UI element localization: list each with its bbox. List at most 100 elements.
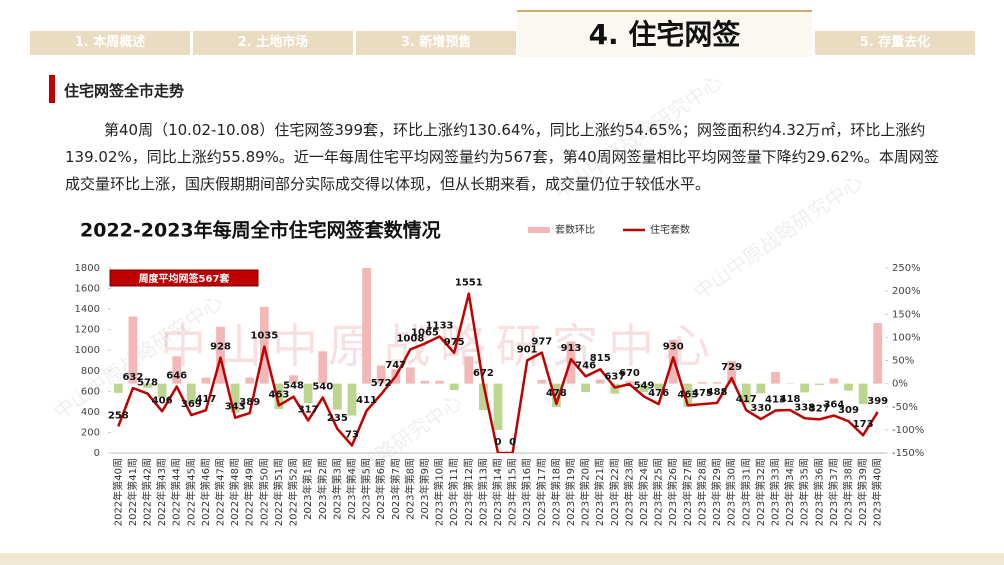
x-tick-label: 2023年第18周 — [549, 458, 562, 526]
data-label: 646 — [166, 371, 187, 382]
x-tick-label: 2022年第40周 — [111, 458, 124, 526]
x-tick-label: 2023年第17周 — [535, 458, 548, 526]
bar — [405, 367, 415, 384]
x-tick-label: 2023年第25周 — [652, 458, 665, 526]
data-label: 928 — [210, 342, 231, 353]
bar — [186, 383, 196, 404]
bar — [800, 383, 810, 393]
bar — [420, 380, 430, 384]
watermark: 中山中原战略研究中心 — [160, 319, 720, 373]
bar — [318, 351, 328, 384]
x-tick-label: 2023年第12周 — [462, 458, 475, 526]
x-tick-label: 2022年第50周 — [257, 458, 270, 526]
x-tick-label: 2022年第49周 — [243, 458, 256, 526]
x-tick-label: 2023年第38周 — [841, 458, 854, 526]
nav-tab[interactable]: 2. 土地市场 — [193, 31, 353, 55]
section-marker — [49, 75, 55, 103]
nav-tab-active[interactable]: 4. 住宅网签 — [517, 10, 812, 57]
x-tick-label: 2022年第48周 — [228, 458, 241, 526]
y-tick-label: 800 — [81, 366, 100, 377]
data-label: 637 — [604, 372, 625, 383]
x-tick-label: 2023年第7周 — [389, 458, 402, 520]
data-label: 0 — [495, 437, 502, 448]
data-label: 729 — [721, 362, 742, 373]
data-label: 540 — [312, 382, 333, 393]
y-tick-label: 400 — [81, 407, 100, 418]
nav-tab[interactable]: 1. 本周概述 — [30, 31, 190, 55]
x-tick-label: 2023年第39周 — [856, 458, 869, 526]
x-tick-label: 2023年第10周 — [433, 458, 446, 526]
nav-tab[interactable]: 3. 新增预售 — [356, 31, 516, 55]
data-label: 258 — [108, 410, 129, 421]
data-label: 1065 — [411, 328, 439, 339]
bottom-band — [0, 553, 1004, 565]
data-label: 406 — [152, 395, 173, 406]
y-tick-label: 0 — [94, 448, 100, 459]
data-label: 309 — [838, 405, 859, 416]
bar — [347, 383, 357, 416]
data-label: 572 — [371, 378, 392, 389]
bar — [157, 383, 167, 398]
x-tick-label: 2023年第31周 — [739, 458, 752, 526]
annotation-box — [109, 269, 259, 287]
data-label: 913 — [561, 343, 582, 354]
bar — [844, 383, 853, 391]
x-tick-label: 2022年第45周 — [184, 458, 197, 526]
y2-tick-label: 100% — [892, 332, 921, 343]
x-tick-label: 2022年第42周 — [141, 458, 154, 526]
data-label: 476 — [648, 388, 669, 399]
bar — [727, 360, 737, 384]
y2-tick-label: -150% — [892, 448, 924, 459]
data-label: 548 — [283, 381, 304, 392]
y-tick-label: 600 — [81, 386, 100, 397]
data-label: 578 — [137, 378, 158, 389]
bar — [858, 383, 868, 404]
data-label: 73 — [345, 429, 359, 440]
data-label: 369 — [181, 399, 202, 410]
bar — [479, 383, 488, 410]
line — [117, 292, 879, 453]
x-tick-label: 2023年第33周 — [768, 458, 781, 526]
x-tick-label: 2023年第30周 — [725, 458, 738, 526]
x-tick-label: 2023年第3周 — [330, 458, 343, 520]
x-tick-label: 2023年第23周 — [622, 458, 635, 526]
x-tick-label: 2022年第47周 — [214, 458, 227, 526]
data-label: 977 — [531, 337, 552, 348]
x-tick-label: 2023年第34周 — [783, 458, 796, 526]
data-label: 478 — [546, 388, 567, 399]
bar — [230, 383, 240, 413]
bar — [449, 383, 459, 391]
x-tick-label: 2023年第6周 — [374, 458, 387, 520]
y-tick-label: 1600 — [75, 284, 100, 295]
data-label: 670 — [619, 368, 640, 379]
annotation: 周度平均网签567套 — [139, 272, 231, 285]
data-label: 930 — [663, 341, 684, 352]
watermark-group: 中山中原战略研究中心 中山中原战略研究中心 中山中原战略研究中心 中山中原战略研… — [49, 70, 867, 524]
x-tick-label: 2022年第52周 — [287, 458, 300, 526]
x-tick-label: 2022年第43周 — [155, 458, 168, 526]
data-label: 418 — [780, 394, 801, 405]
data-label: 463 — [269, 389, 290, 400]
bar — [172, 356, 182, 384]
x-tick-label: 2023年第29周 — [710, 458, 723, 526]
nav-tab[interactable]: 5. 存量去化 — [815, 31, 975, 55]
bar — [698, 382, 707, 384]
x-tick-label: 2023年第32周 — [754, 458, 767, 526]
bar — [741, 383, 751, 404]
x-tick-label: 2023年第35周 — [798, 458, 811, 526]
data-label: 173 — [853, 419, 874, 430]
bar — [259, 306, 269, 384]
bar — [274, 383, 284, 410]
data-label: 475 — [692, 388, 713, 399]
bar — [712, 382, 722, 384]
bar — [216, 326, 225, 384]
plot-area — [113, 268, 883, 453]
bar — [873, 323, 883, 384]
data-label: 0 — [509, 437, 516, 448]
x-tick-label: 2023年第9周 — [418, 458, 431, 520]
bar — [537, 379, 547, 384]
bar — [581, 383, 591, 392]
bar — [493, 383, 503, 430]
summary-paragraph: 第40周（10.02-10.08）住宅网签399套，环比上涨约130.64%，同… — [65, 121, 939, 193]
